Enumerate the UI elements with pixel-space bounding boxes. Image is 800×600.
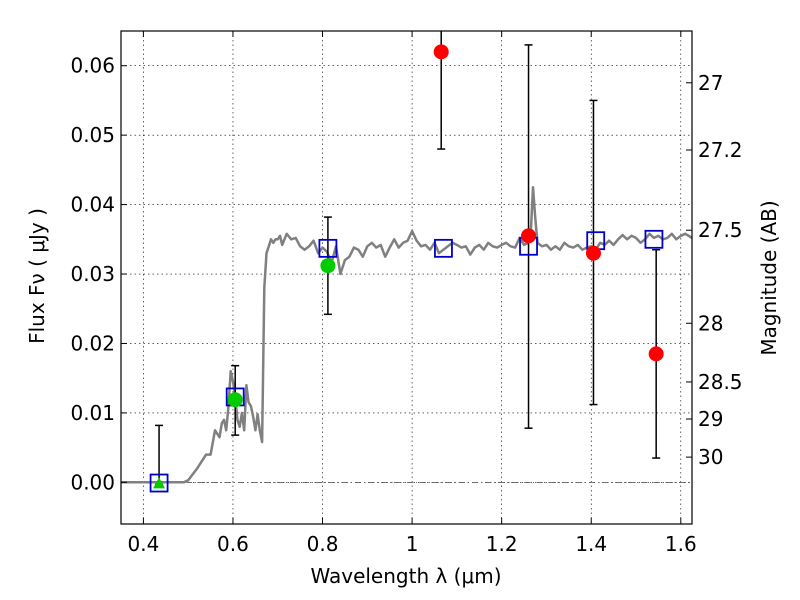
y-tick-label: 0.06 (70, 54, 115, 78)
triangle-point (153, 477, 166, 489)
y-tick-label: 0.02 (70, 331, 115, 355)
red-circle-point (433, 44, 449, 60)
green-circle-point (320, 258, 336, 274)
red-circle-point (648, 346, 664, 362)
x-tick-label: 0.4 (127, 532, 159, 556)
x-tick-label: 0.6 (217, 532, 249, 556)
model-square-point (149, 473, 169, 493)
y2-tick-label: 27.2 (698, 138, 743, 162)
x-tick-label: 1.4 (575, 532, 607, 556)
y2-axis-label: Magnitude (AB) (757, 200, 781, 355)
plot-frame (120, 30, 693, 525)
y-tick-label: 0.00 (70, 470, 115, 494)
y-axis-label: Flux Fν ( μJy ) (25, 208, 49, 344)
y2-tick-label: 30 (698, 445, 723, 469)
plot-area (121, 31, 692, 493)
red-circle-point (585, 245, 601, 261)
green-circle-point (227, 392, 243, 408)
model-square-point (644, 229, 664, 249)
y2-tick-label: 28.5 (698, 370, 743, 394)
x-tick-label: 0.8 (307, 532, 339, 556)
y-tick-label: 0.01 (70, 401, 115, 425)
x-tick-label: 1.2 (486, 532, 518, 556)
x-tick-label: 1.6 (665, 532, 697, 556)
axis-ticks (121, 31, 692, 524)
axis-tick-labels: 0.4 0.6 0.8 1 1.2 1.4 1.6 0.00 0.01 0.02 0.03 0.04 0… (70, 54, 742, 556)
red-circle-point (521, 228, 537, 244)
x-tick-label: 1 (406, 532, 419, 556)
plot-content (121, 31, 692, 493)
y2-tick-label: 27.5 (698, 218, 743, 242)
y-tick-label: 0.05 (70, 123, 115, 147)
y2-tick-label: 27 (698, 71, 723, 95)
x-axis-label: Wavelength λ (μm) (310, 564, 501, 588)
grid (121, 31, 692, 524)
y2-tick-label: 29 (698, 407, 723, 431)
model-square-point (434, 238, 453, 258)
y2-tick-label: 28 (698, 311, 723, 335)
y-tick-label: 0.04 (70, 193, 115, 217)
model-square-point (318, 238, 338, 258)
y-tick-label: 0.03 (70, 262, 115, 286)
